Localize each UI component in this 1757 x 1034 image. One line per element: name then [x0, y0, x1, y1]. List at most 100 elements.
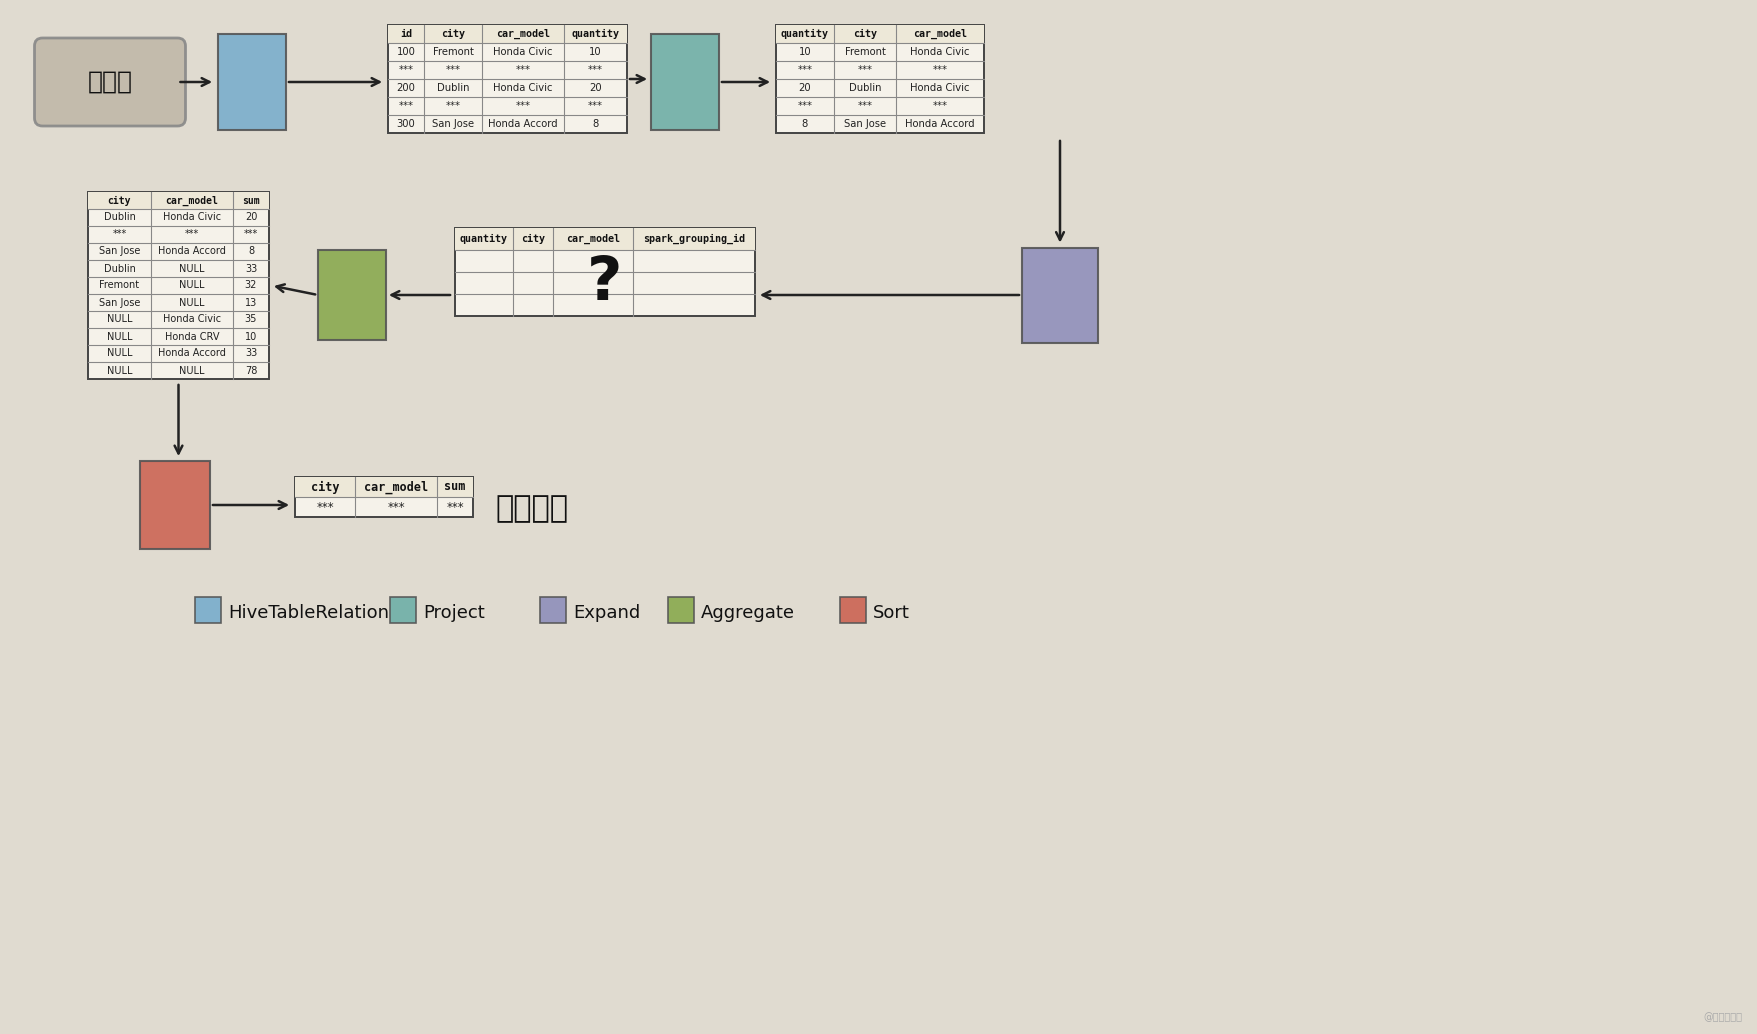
Text: ***: ***: [184, 230, 199, 240]
Text: 20: 20: [589, 83, 601, 93]
Text: ***: ***: [931, 65, 947, 75]
Text: San Jose: San Jose: [98, 298, 141, 307]
Text: ***: ***: [399, 65, 413, 75]
Text: quantity: quantity: [460, 234, 508, 244]
Bar: [295, 477, 473, 517]
Text: Dublin: Dublin: [436, 83, 469, 93]
Text: city: city: [441, 29, 466, 39]
FancyBboxPatch shape: [35, 38, 186, 126]
Text: @云间小弹弹: @云间小弹弹: [1703, 1012, 1741, 1022]
Text: ?: ?: [587, 253, 622, 312]
Text: ***: ***: [857, 101, 871, 111]
Text: quantity: quantity: [780, 29, 829, 39]
Text: Honda Accord: Honda Accord: [158, 348, 227, 359]
Text: Honda Civic: Honda Civic: [494, 83, 552, 93]
Text: HiveTableRelation: HiveTableRelation: [228, 604, 388, 622]
Text: ***: ***: [587, 65, 603, 75]
Text: car_model: car_model: [495, 29, 550, 39]
Bar: [388, 25, 627, 43]
Bar: [455, 229, 754, 316]
Text: sum: sum: [445, 481, 466, 493]
Bar: [1021, 247, 1098, 342]
Text: Dublin: Dublin: [104, 213, 135, 222]
Text: Dublin: Dublin: [849, 83, 880, 93]
Text: ***: ***: [445, 65, 460, 75]
Text: NULL: NULL: [179, 264, 204, 274]
Text: 32: 32: [244, 280, 257, 291]
Text: Project: Project: [423, 604, 485, 622]
Text: car_model: car_model: [566, 234, 620, 244]
Text: Sort: Sort: [873, 604, 910, 622]
Bar: [195, 597, 221, 624]
Text: 20: 20: [244, 213, 257, 222]
Text: ***: ***: [244, 230, 258, 240]
Text: ***: ***: [587, 101, 603, 111]
Bar: [295, 477, 473, 497]
Bar: [88, 192, 269, 379]
Text: ***: ***: [112, 230, 127, 240]
Bar: [455, 229, 754, 250]
Bar: [390, 597, 416, 624]
Text: 10: 10: [798, 47, 810, 57]
Text: city: city: [107, 195, 132, 206]
Text: San Jose: San Jose: [432, 119, 474, 129]
Text: Honda Accord: Honda Accord: [488, 119, 557, 129]
Text: ***: ***: [798, 101, 812, 111]
Text: 20: 20: [798, 83, 810, 93]
Text: city: city: [311, 481, 339, 493]
Text: Honda Civic: Honda Civic: [163, 213, 221, 222]
Text: NULL: NULL: [107, 314, 132, 325]
Text: ***: ***: [387, 500, 404, 514]
Text: 10: 10: [589, 47, 601, 57]
Text: NULL: NULL: [179, 280, 204, 291]
Text: 8: 8: [592, 119, 599, 129]
Bar: [388, 25, 627, 133]
Text: ***: ***: [515, 65, 531, 75]
Text: 300: 300: [397, 119, 415, 129]
Text: 78: 78: [244, 365, 257, 375]
Bar: [141, 461, 209, 549]
Text: city: city: [852, 29, 877, 39]
Text: ***: ***: [316, 500, 334, 514]
Text: 13: 13: [244, 298, 257, 307]
Text: car_model: car_model: [912, 29, 966, 39]
Text: 35: 35: [244, 314, 257, 325]
Bar: [650, 34, 719, 130]
Bar: [218, 34, 286, 130]
Text: ***: ***: [931, 101, 947, 111]
Text: ***: ***: [445, 101, 460, 111]
Text: 最终结果: 最终结果: [495, 494, 568, 523]
Text: Expand: Expand: [573, 604, 640, 622]
Text: city: city: [520, 234, 545, 244]
Text: 8: 8: [248, 246, 255, 256]
Text: Fremont: Fremont: [432, 47, 473, 57]
Text: San Jose: San Jose: [98, 246, 141, 256]
Text: 8: 8: [801, 119, 808, 129]
Text: San Jose: San Jose: [843, 119, 886, 129]
Text: NULL: NULL: [107, 348, 132, 359]
Text: car_model: car_model: [364, 481, 427, 493]
Text: NULL: NULL: [107, 365, 132, 375]
Text: Fremont: Fremont: [100, 280, 139, 291]
Text: spark_grouping_id: spark_grouping_id: [643, 234, 745, 244]
Text: 100: 100: [397, 47, 415, 57]
Text: Honda Accord: Honda Accord: [158, 246, 227, 256]
Text: quantity: quantity: [571, 29, 618, 39]
Text: id: id: [401, 29, 411, 39]
Bar: [668, 597, 694, 624]
Text: Dublin: Dublin: [104, 264, 135, 274]
Text: ***: ***: [446, 500, 464, 514]
Text: ***: ***: [857, 65, 871, 75]
Text: Honda Civic: Honda Civic: [163, 314, 221, 325]
Bar: [775, 25, 984, 133]
Text: Honda CRV: Honda CRV: [165, 332, 220, 341]
Text: Honda Accord: Honda Accord: [905, 119, 975, 129]
Bar: [840, 597, 866, 624]
Text: ***: ***: [399, 101, 413, 111]
Text: 33: 33: [244, 264, 257, 274]
Text: 200: 200: [397, 83, 415, 93]
Bar: [775, 25, 984, 43]
Text: ***: ***: [798, 65, 812, 75]
Bar: [539, 597, 566, 624]
Text: Honda Civic: Honda Civic: [494, 47, 552, 57]
